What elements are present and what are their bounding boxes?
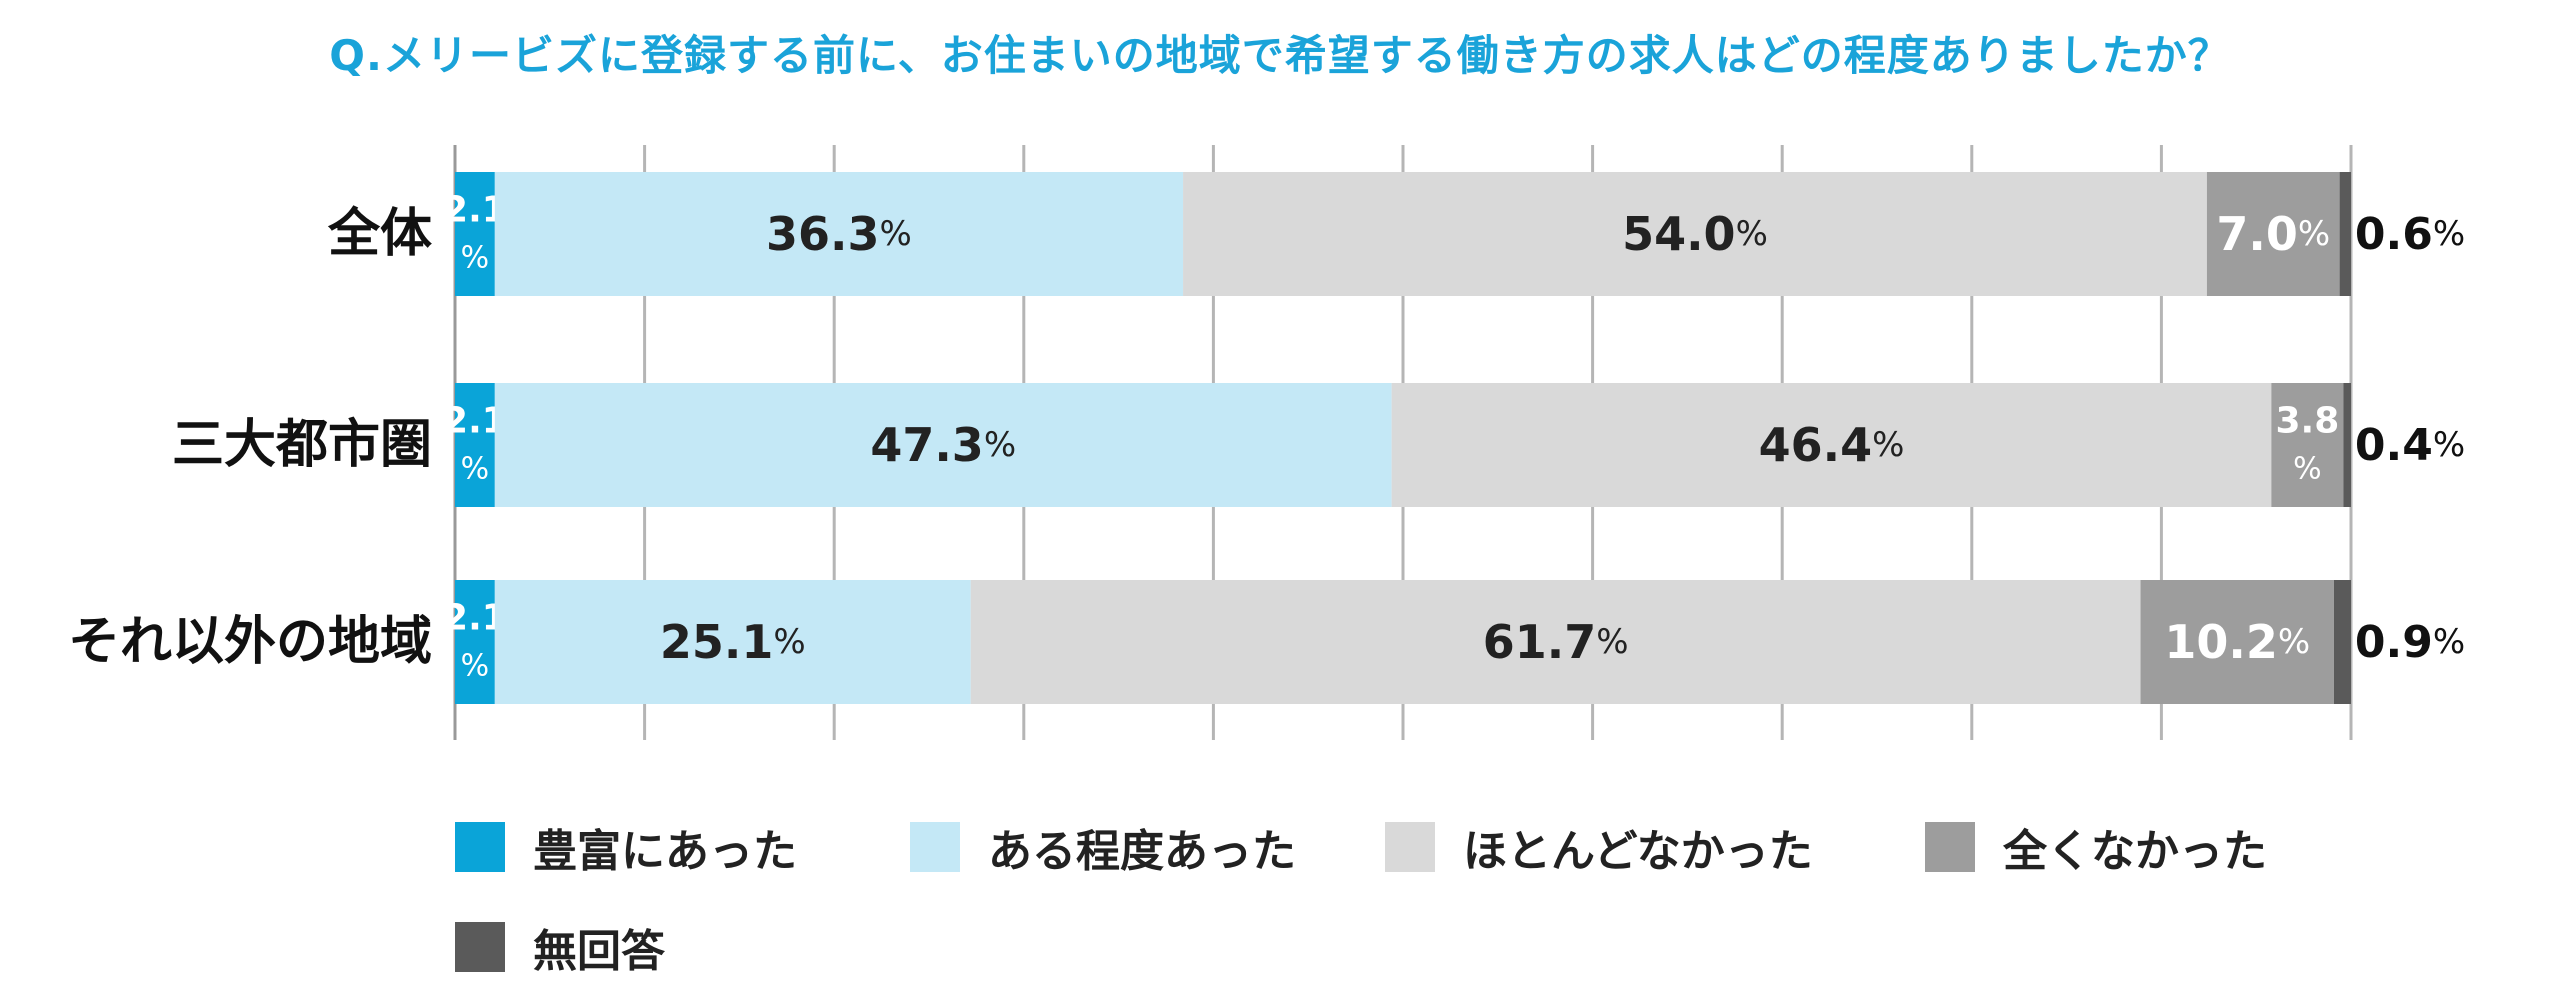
bar-segment [494,172,1184,296]
legend-item-none: 全くなかった [1925,815,2267,879]
bar-segment [1391,383,2272,507]
legend-item-few: ほとんどなかった [1385,815,1813,879]
bar-segment [2271,383,2344,507]
bar-segment [2206,172,2340,296]
data-label: 25.1% [660,615,806,669]
data-label-unit: % [461,241,490,276]
bar-segment [2333,580,2351,704]
category-label: 全体 [327,204,432,264]
category-label: それ以外の地域 [68,612,432,672]
legend-label-some: ある程度あった [988,826,1296,877]
legend-label-no-answer: 無回答 [533,926,665,977]
data-label: 0.6% [2355,209,2465,260]
legend-swatch-some [910,822,960,872]
legend-item-abundant: 豊富にあった [455,815,797,879]
data-label: 0.4% [2355,420,2465,471]
data-label-unit: % [461,649,490,684]
chart-title: Q.メリービズに登録する前に、お住まいの地域で希望する働き方の求人はどの程度あり… [329,31,2231,80]
bar-segment [2140,580,2334,704]
bar-segment [970,580,2141,704]
category-label: 三大都市圏 [172,415,432,475]
legend-item-no-answer: 無回答 [455,915,665,979]
legend-swatch-abundant [455,822,505,872]
legend-swatch-no-answer [455,922,505,972]
bar-segment [455,383,495,507]
data-label: 10.2% [2164,615,2310,669]
data-label: 46.4% [1759,418,1905,472]
data-label: 7.0% [2216,207,2330,261]
data-label-unit: % [2293,452,2322,487]
legend-item-some: ある程度あった [910,815,1296,879]
bar-segment [455,580,495,704]
data-label-unit: % [461,452,490,487]
legend-swatch-few [1385,822,1435,872]
data-label: 54.0% [1622,207,1768,261]
bar-segment [455,172,495,296]
bar-segment [1183,172,2207,296]
legend-label-few: ほとんどなかった [1463,826,1813,877]
data-label: 3.8 [2276,401,2340,442]
data-label: 36.3% [766,207,912,261]
data-label: 47.3% [870,418,1016,472]
bar-segment [2343,383,2351,507]
legend-label-none: 全くなかった [2003,826,2267,877]
legend-swatch-none [1925,822,1975,872]
bar-segment [2339,172,2351,296]
bar-segment [494,580,971,704]
data-label: 61.7% [1483,615,1629,669]
data-label: 0.9% [2355,617,2465,668]
legend-label-abundant: 豊富にあった [533,826,797,877]
bar-segment [494,383,1392,507]
